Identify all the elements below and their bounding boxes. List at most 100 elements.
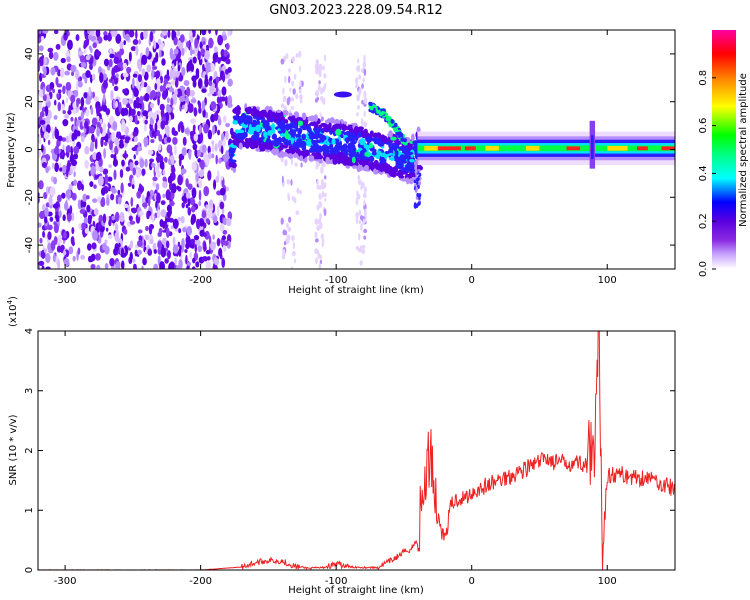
heatmap-noise-cell: [49, 186, 56, 197]
heatmap-streak-cell: [287, 75, 291, 84]
heatmap-noise-cell: [175, 77, 179, 88]
heatmap-streak-cell: [358, 209, 361, 216]
heatmap-band-cell: [348, 150, 355, 155]
heatmap-noise-cell: [91, 117, 98, 126]
heatmap-noise-cell: [100, 136, 104, 148]
heatmap-band-cell: [348, 127, 353, 133]
heatmap-streak-cell: [321, 190, 325, 198]
heatmap-band-cell: [265, 145, 272, 150]
heatmap-noise-cell: [92, 42, 97, 49]
heatmap-noise-cell: [56, 245, 62, 253]
heatmap-noise-cell: [70, 116, 74, 122]
heatmap-noise-cell: [170, 97, 174, 107]
heatmap-streak-cell: [291, 80, 295, 87]
heatmap-noise-cell: [177, 217, 182, 222]
heatmap-noise-cell: [71, 238, 74, 246]
heatmap-noise-cell: [149, 238, 154, 244]
heatmap-noise-cell: [161, 163, 165, 171]
heatmap-noise-cell: [154, 122, 158, 133]
heatmap-y-tick-label: 40: [24, 48, 35, 61]
heatmap-noise-cell: [60, 68, 65, 78]
heatmap-noise-cell: [213, 179, 217, 190]
heatmap-noise-cell: [104, 239, 108, 244]
heatmap-noise-cell: [41, 162, 47, 169]
heatmap-noise-cell: [43, 248, 48, 253]
heatmap-streak-cell: [324, 197, 327, 202]
heatmap-noise-cell: [89, 74, 93, 84]
heatmap-band-cell: [334, 123, 341, 129]
heatmap-noise-cell: [81, 184, 84, 191]
heatmap-noise-cell: [71, 71, 75, 76]
heatmap-tail-cell: [418, 201, 421, 206]
heatmap-noise-cell: [120, 121, 127, 133]
snr-y-tick-label: 0: [24, 567, 35, 573]
heatmap-noise-cell: [144, 158, 148, 168]
heatmap-streak-cell: [315, 238, 319, 243]
heatmap-streak-cell: [291, 56, 296, 63]
heatmap-band-cell: [237, 115, 243, 120]
heatmap-band-cell: [228, 144, 235, 148]
heatmap-noise-cell: [129, 220, 136, 225]
heatmap-streak-cell: [363, 110, 366, 118]
heatmap-noise-cell: [197, 50, 201, 61]
heatmap-noise-cell: [192, 257, 196, 264]
snr-frame: [37, 330, 676, 571]
heatmap-band-cell: [231, 139, 239, 144]
snr-y-ticks: 0 1 2 3 4: [24, 328, 675, 573]
heatmap-noise-cell: [158, 144, 162, 151]
heatmap-noise-cell: [160, 42, 165, 48]
heatmap-noise-cell: [122, 72, 129, 78]
heatmap-noise-cell: [90, 107, 94, 116]
heatmap-branch-cell: [388, 123, 393, 128]
heatmap-noise-cell: [212, 215, 218, 223]
heatmap-noise-cell: [181, 238, 185, 250]
heatmap-band-cell: [388, 148, 393, 154]
heatmap-noise-cell: [199, 132, 204, 143]
heatmap-noise-cell: [184, 45, 187, 53]
heatmap-streak-cell: [362, 61, 367, 69]
heatmap-noise-cell: [135, 101, 141, 109]
heatmap-streak-cell: [318, 201, 323, 208]
heatmap-band-cell: [408, 178, 414, 185]
heatmap-noise-cell: [114, 222, 119, 233]
heatmap-noise-cell: [179, 95, 185, 102]
heatmap-noise-cell: [144, 119, 148, 125]
heatmap-noise-cell: [153, 56, 159, 63]
heatmap-band-cell: [300, 140, 307, 148]
heatmap-noise-cell: [84, 146, 90, 155]
heatmap-noise-cell: [93, 96, 99, 102]
heatmap-noise-cell: [189, 45, 193, 57]
heatmap-noise-cell: [110, 74, 116, 83]
heatmap-noise-cell: [156, 170, 161, 178]
heatmap-band-cell: [311, 139, 318, 146]
heatmap-noise-cell: [214, 143, 218, 152]
heatmap-noise-cell: [90, 257, 94, 263]
heatmap-streak-cell: [299, 190, 302, 195]
colorbar-tick-label: 0.8: [698, 70, 709, 86]
heatmap-band-cell: [284, 119, 289, 124]
heatmap-streak-cell: [318, 222, 323, 230]
heatmap-band-cell: [340, 145, 345, 152]
heatmap-noise-cell: [160, 247, 167, 258]
heatmap-band-cell: [285, 123, 290, 131]
heatmap-noise-cell: [104, 262, 109, 269]
heatmap-noise-cell: [53, 30, 59, 35]
heatmap-band-cell: [269, 113, 275, 117]
snr-x-ticks: -300 -200 -100 0 100: [54, 331, 617, 587]
heatmap-noise-cell: [89, 181, 94, 187]
heatmap-noise-cell: [67, 160, 71, 166]
heatmap-noise-cell: [196, 172, 199, 182]
heatmap-noise-cell: [190, 213, 197, 224]
heatmap-noise-cell: [216, 205, 220, 217]
heatmap-noise-cell: [172, 96, 177, 105]
heatmap-noise-cell: [221, 257, 226, 269]
heatmap-noise-cell: [198, 200, 202, 207]
heatmap-noise-cell: [191, 266, 196, 269]
heatmap-noise-cell: [45, 166, 49, 174]
heatmap-streak-cell: [322, 161, 326, 168]
heatmap-band-cell: [401, 167, 407, 173]
heatmap-noise-cell: [113, 248, 118, 256]
heatmap-band-cell: [390, 157, 395, 161]
heatmap-noise-cell: [137, 249, 142, 255]
snr-x-tick-label: 0: [469, 576, 475, 587]
